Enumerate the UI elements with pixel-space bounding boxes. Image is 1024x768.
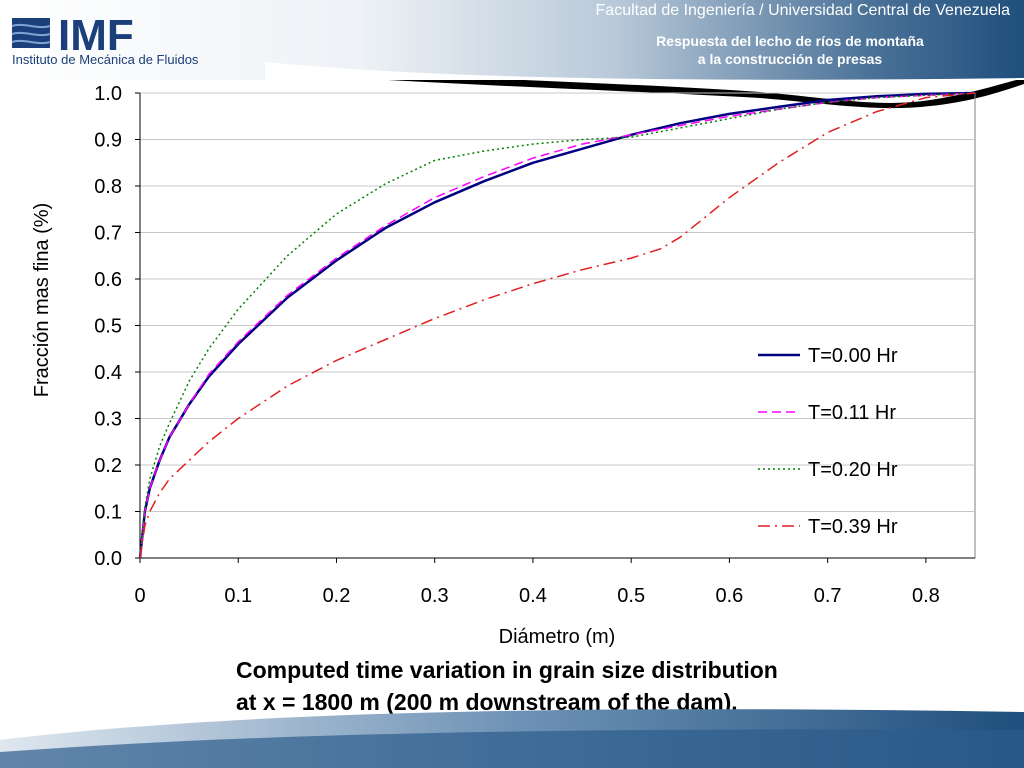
x-tick-label: 0.4 — [519, 585, 547, 607]
x-tick-label: 0.5 — [617, 585, 645, 607]
logo-text: IMF — [58, 11, 134, 60]
x-tick-label: 0.7 — [814, 585, 842, 607]
x-tick-label: 0.2 — [323, 585, 351, 607]
series-line-4 — [139, 92, 976, 559]
x-tick-label: 0.8 — [912, 585, 940, 607]
series-line-3 — [139, 92, 976, 559]
y-tick-label: 0.7 — [94, 223, 122, 245]
logo-subtitle: Instituto de Mecánica de Fluidos — [12, 52, 199, 67]
legend-label-4: T=0.39 Hr — [808, 516, 898, 538]
y-tick-label: 0.2 — [94, 455, 122, 477]
y-tick-label: 0.3 — [94, 409, 122, 431]
legend-label-3: T=0.20 Hr — [808, 459, 898, 481]
grain-size-chart: 0.0 0.1 0.2 0.3 0.4 0.5 0.6 0.7 0.8 0.9 1.0 0 0.1 0.2… — [31, 80, 1024, 648]
x-tick-label: 0 — [134, 585, 145, 607]
legend-label-1: T=0.00 Hr — [808, 345, 898, 367]
caption-line-1: Computed time variation in grain size di… — [236, 657, 778, 683]
plot-area: 0.0 0.1 0.2 0.3 0.4 0.5 0.6 0.7 0.8 0.9 1.0 0 0.1 0.2… — [94, 83, 976, 607]
y-tick-label: 0.1 — [94, 502, 122, 524]
footer-wave — [0, 709, 1024, 768]
y-tick-label: 0.0 — [94, 548, 122, 570]
figure-caption: Computed time variation in grain size di… — [236, 654, 956, 718]
y-tick-label: 0.6 — [94, 269, 122, 291]
faculty-title: Facultad de Ingeniería / Universidad Cen… — [595, 2, 1010, 19]
x-tick-label: 0.6 — [716, 585, 744, 607]
header-banner — [0, 0, 1024, 80]
y-axis-title: Fracción mas fina (%) — [31, 203, 53, 398]
y-tick-label: 0.5 — [94, 316, 122, 338]
x-tick-label: 0.3 — [421, 585, 449, 607]
y-tick-label: 0.8 — [94, 176, 122, 198]
chart-legend: T=0.00 Hr T=0.11 Hr T=0.20 Hr T=0.39 Hr — [758, 345, 898, 538]
y-tick-label: 0.4 — [94, 362, 122, 384]
decorative-swoosh — [388, 80, 1024, 109]
subtitle-line-2: a la construcción de presas — [697, 51, 883, 67]
imf-logo: IMF — [11, 11, 134, 60]
x-tick-label: 0.1 — [224, 585, 252, 607]
presentation-subtitle: Respuesta del lecho de ríos de montaña a… — [590, 32, 990, 68]
x-axis-title: Diámetro (m) — [499, 626, 616, 648]
legend-label-2: T=0.11 Hr — [808, 402, 896, 424]
y-tick-label: 1.0 — [94, 83, 122, 105]
y-tick-label: 0.9 — [94, 130, 122, 152]
subtitle-line-1: Respuesta del lecho de ríos de montaña — [656, 33, 924, 49]
